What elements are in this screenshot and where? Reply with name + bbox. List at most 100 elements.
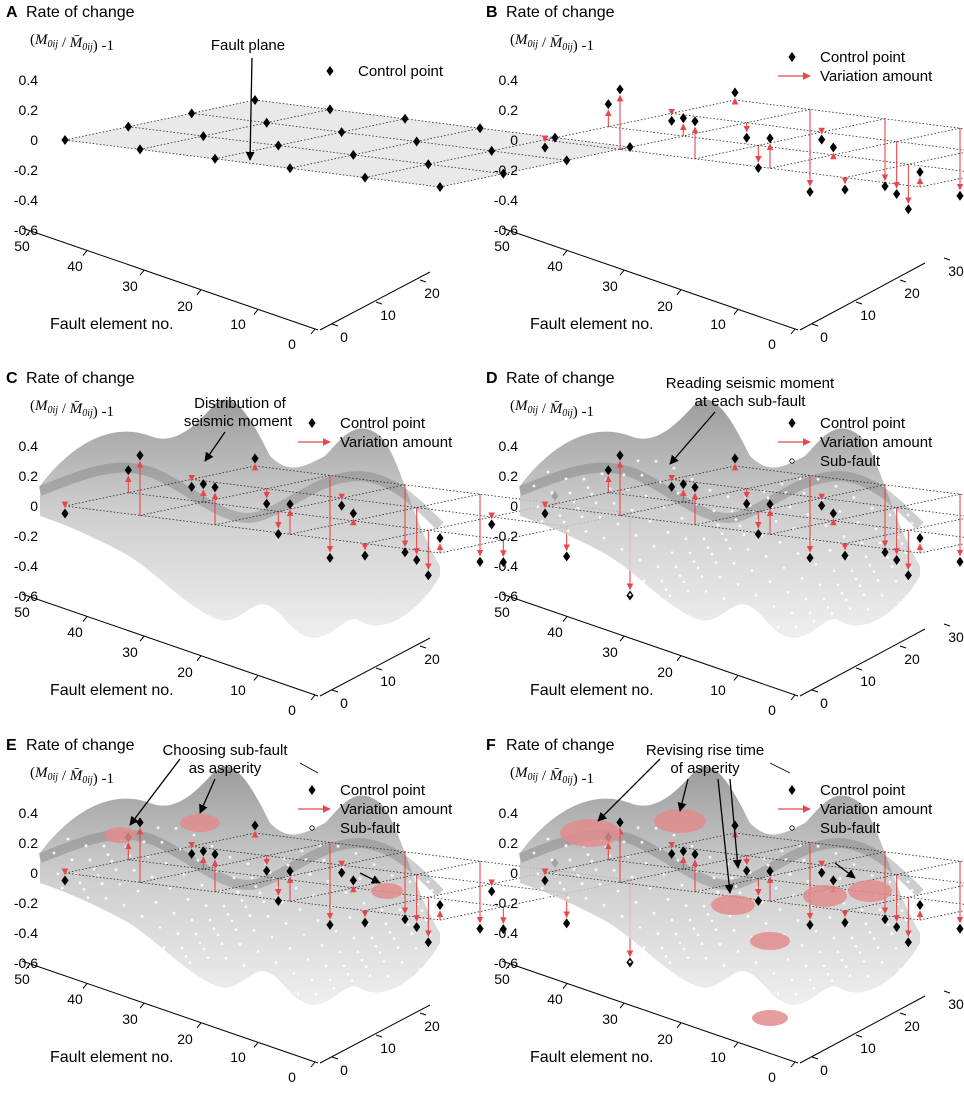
control-point-marker <box>743 498 751 509</box>
z-tick <box>899 1012 907 1016</box>
y-tick-label: -0.4 <box>494 925 518 941</box>
grid-line <box>608 126 964 172</box>
sub-fault-dot <box>834 851 838 855</box>
control-point-marker <box>61 508 69 519</box>
sub-fault-dot <box>808 611 812 615</box>
sub-fault-dot <box>912 954 916 957</box>
asperity-patch <box>711 895 755 915</box>
sub-fault-dot <box>680 883 684 887</box>
sub-fault-dot <box>692 927 696 930</box>
sub-fault-dot <box>620 914 624 918</box>
x-tick-label: 40 <box>67 258 83 274</box>
panel-f: 0.4 0.2 0 -0.2 -0.4 -0.6 F Rate of change (M0ij … <box>486 737 964 1085</box>
legend-label: Control point <box>340 415 426 432</box>
sub-fault-dot <box>730 509 734 513</box>
sub-fault-dot <box>628 960 632 964</box>
y-tick-label: -0.6 <box>494 588 518 604</box>
sub-fault-dot <box>596 967 600 971</box>
sub-fault-dot <box>124 845 128 849</box>
panel-label: A <box>6 4 18 21</box>
control-point-marker <box>916 533 924 543</box>
legend-label: Control point <box>820 415 906 432</box>
control-point-marker <box>788 52 796 62</box>
sub-fault-dot <box>734 518 738 521</box>
sub-fault-dot <box>638 925 642 929</box>
sub-fault-dot <box>904 918 908 921</box>
sub-fault-dot <box>386 974 390 978</box>
sub-fault-dot <box>588 550 592 554</box>
x-tick-label: 30 <box>602 1011 618 1027</box>
sub-fault-dot <box>794 992 798 996</box>
sub-fault-dot <box>790 611 794 615</box>
z-tick-label: 10 <box>860 307 876 323</box>
z-tick-label: 0 <box>340 329 348 345</box>
sub-fault-dot <box>606 928 610 932</box>
sub-fault-dot <box>322 858 326 862</box>
sub-fault-dot <box>606 561 610 565</box>
sub-fault-dot <box>576 873 580 877</box>
sub-fault-dot <box>580 515 584 519</box>
x-tick <box>196 289 202 296</box>
grid-line <box>544 465 736 507</box>
control-point-marker <box>829 142 837 153</box>
sub-fault-dot <box>746 914 750 918</box>
sub-fault-dot <box>380 908 384 912</box>
sub-fault-dot <box>664 588 668 591</box>
sub-fault-dot <box>104 896 108 900</box>
sub-fault-dot <box>418 968 422 971</box>
x-tick-label: 40 <box>547 991 563 1007</box>
sub-fault-dot <box>198 941 202 944</box>
grid-line <box>139 842 331 883</box>
sub-fault-dot <box>650 969 654 972</box>
sub-fault-dot <box>122 903 126 907</box>
x-tick-label: 50 <box>14 604 30 620</box>
asperity-patch <box>371 883 403 899</box>
x-tick-label: 10 <box>710 316 726 332</box>
sub-fault-dot <box>528 459 532 463</box>
panel-label: C <box>6 370 18 387</box>
sub-fault-dot <box>772 971 776 975</box>
x-tick <box>82 616 88 622</box>
sub-fault-dot <box>608 487 612 491</box>
sub-fault-dot <box>656 932 660 936</box>
panel-c: 0.4 0.2 0 -0.2 -0.4 -0.6 C Rate of change (M0ij … <box>6 370 634 718</box>
sub-fault-dot <box>710 552 714 556</box>
control-point-marker <box>806 186 814 197</box>
z-tick-label: 20 <box>424 1018 440 1034</box>
sub-fault-dot <box>804 964 808 968</box>
sub-fault-dot <box>772 604 776 608</box>
sub-fault-dot <box>558 514 562 518</box>
sub-fault-dot <box>866 607 870 611</box>
sub-fault-dot <box>584 529 588 533</box>
sub-fault-dot <box>854 577 858 581</box>
sub-fault-dot <box>878 908 882 912</box>
sub-fault-dot <box>686 956 690 960</box>
sub-fault-dot <box>532 851 536 855</box>
sub-fault-dot <box>584 896 588 900</box>
sub-fault-dot <box>818 583 822 587</box>
panel-b: 0.4 0.2 0 -0.2 -0.4 -0.6 B Rate of change (M0ij … <box>486 4 964 352</box>
sub-fault-dot <box>830 612 834 616</box>
z-tick-label: 30 <box>948 629 964 645</box>
grid-line <box>544 139 921 188</box>
y-tick-label: -0.2 <box>14 895 38 911</box>
sub-fault-dot <box>676 858 680 862</box>
sub-fault-dot <box>536 872 540 876</box>
sub-fault-dot <box>910 888 914 892</box>
z-axis-line <box>799 262 926 331</box>
x-tick <box>505 596 511 603</box>
sub-fault-dot <box>404 982 408 985</box>
sub-fault-dot <box>442 918 446 922</box>
sub-fault-dot <box>344 891 348 894</box>
sub-fault-dot <box>916 612 920 616</box>
control-point-marker <box>881 181 889 192</box>
sub-fault-dot <box>868 930 872 934</box>
z-tick <box>331 323 339 327</box>
x-tick <box>676 289 682 296</box>
sub-fault-dot <box>342 964 346 968</box>
y-tick-label: 0 <box>30 865 38 881</box>
control-point-marker <box>136 450 144 461</box>
sub-fault-dot <box>624 939 628 943</box>
sub-fault-dot <box>660 946 664 950</box>
sub-fault-dot <box>422 993 426 997</box>
